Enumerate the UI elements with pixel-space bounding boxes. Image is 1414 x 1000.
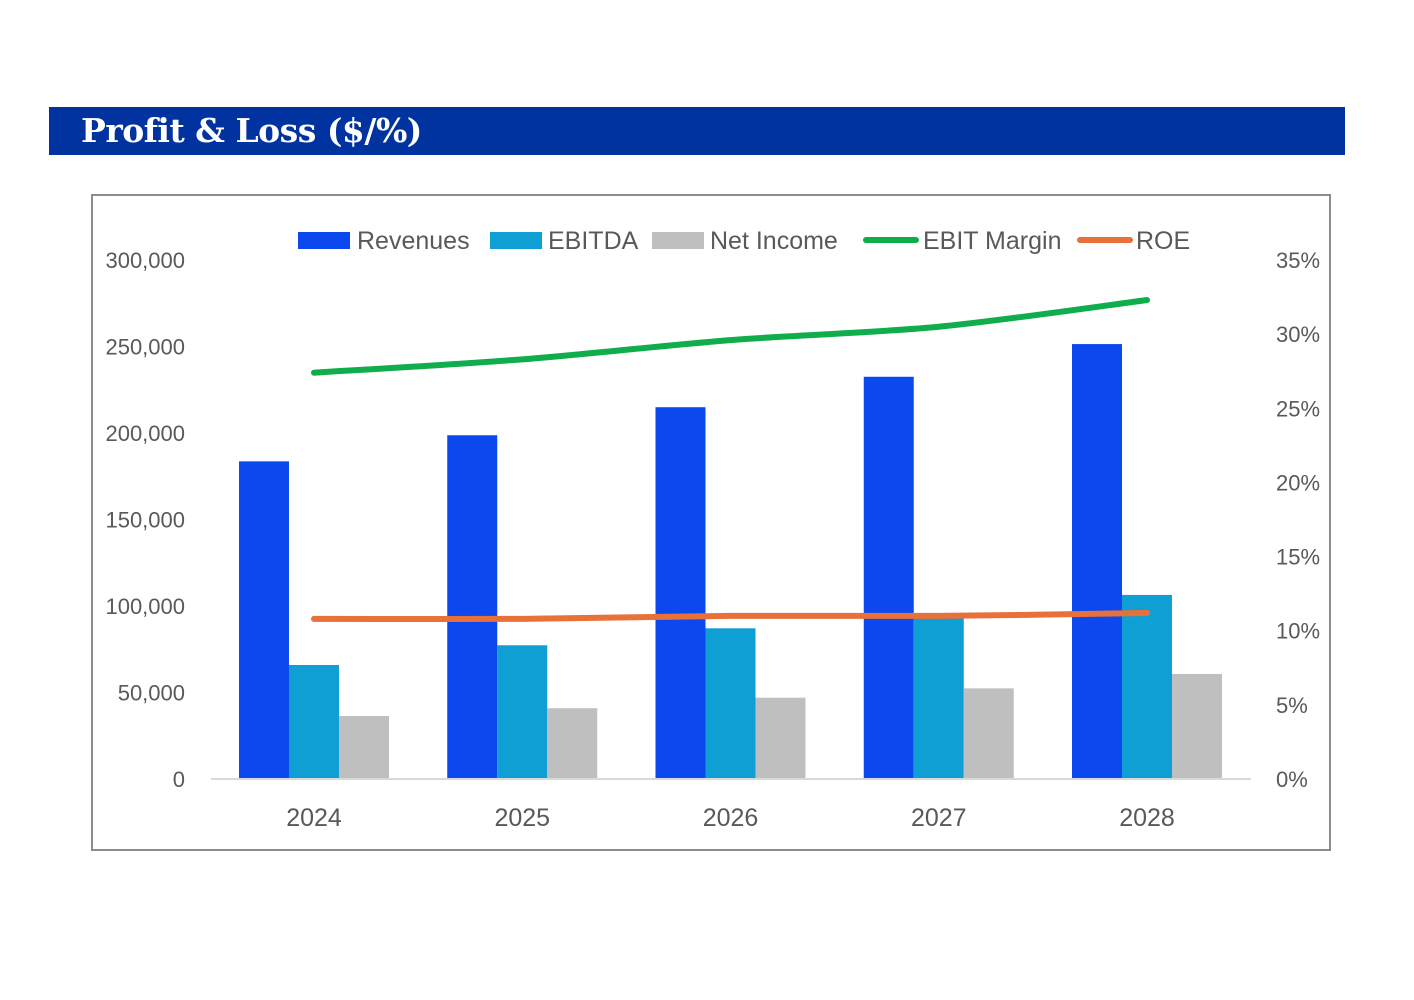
legend-swatch <box>490 232 542 249</box>
bar-revenues-2027 <box>863 376 914 779</box>
line-ebit-margin <box>311 297 1150 376</box>
left-y-tick-label: 300,000 <box>105 248 185 273</box>
x-axis: 2024 2025 2026 2027 2028 <box>286 804 1175 832</box>
left-y-tick-label: 200,000 <box>105 421 185 446</box>
legend-item-ebit-margin: EBIT Margin <box>863 227 1061 255</box>
right-y-tick-label: 30% <box>1276 322 1320 347</box>
bar-ebitda-2027 <box>913 615 964 779</box>
legend-label: EBIT Margin <box>923 227 1061 255</box>
right-y-tick-label: 15% <box>1276 545 1320 570</box>
bar-series-net-income <box>339 673 1222 779</box>
page-title: Profit & Loss ($/%) <box>81 111 422 150</box>
bar-net-income-2028 <box>1172 673 1222 779</box>
legend-swatch <box>652 232 704 249</box>
bar-net-income-2026 <box>755 697 806 779</box>
right-y-axis: 0% 5% 10% 15% 20% 25% 30% 35% <box>1276 248 1320 792</box>
bar-ebitda-2028 <box>1122 594 1172 779</box>
legend-item-ebitda: EBITDA <box>490 227 639 255</box>
left-y-tick-label: 50,000 <box>118 681 185 706</box>
legend-item-net-income: Net Income <box>652 227 838 255</box>
line-series <box>311 297 1150 623</box>
bar-revenues-2026 <box>655 407 706 779</box>
right-y-tick-label: 0% <box>1276 767 1308 792</box>
right-y-tick-label: 10% <box>1276 619 1320 644</box>
legend-item-roe: ROE <box>1077 227 1190 255</box>
header-bar: Profit & Loss ($/%) <box>49 107 1345 155</box>
bar-series <box>239 344 1222 779</box>
legend-label: Revenues <box>357 227 470 255</box>
bar-revenues-2028 <box>1072 344 1122 779</box>
bar-series-ebitda <box>289 594 1172 779</box>
right-y-tick-label: 35% <box>1276 248 1320 273</box>
legend-label: EBITDA <box>548 227 639 255</box>
legend-item-revenues: Revenues <box>298 227 470 255</box>
legend-swatch <box>298 232 350 249</box>
bar-net-income-2025 <box>547 708 598 779</box>
x-tick-label: 2028 <box>1119 804 1175 832</box>
x-tick-label: 2027 <box>911 804 967 832</box>
left-y-tick-label: 0 <box>173 767 185 792</box>
left-y-tick-label: 250,000 <box>105 335 185 360</box>
bar-ebitda-2026 <box>705 628 756 779</box>
bar-series-revenues <box>239 344 1122 779</box>
x-tick-label: 2026 <box>703 804 759 832</box>
bar-ebitda-2024 <box>289 664 339 779</box>
x-tick-label: 2025 <box>494 804 550 832</box>
right-y-tick-label: 5% <box>1276 693 1308 718</box>
left-y-tick-label: 150,000 <box>105 508 185 533</box>
right-y-tick-label: 25% <box>1276 396 1320 421</box>
chart-legend: Revenues EBITDA Net Income EBIT Margin ROE <box>298 227 1190 255</box>
bar-net-income-2024 <box>339 716 389 779</box>
x-tick-label: 2024 <box>286 804 342 832</box>
bar-ebitda-2025 <box>497 645 548 779</box>
legend-label: ROE <box>1136 227 1190 255</box>
bar-revenues-2024 <box>239 461 289 779</box>
left-y-tick-label: 100,000 <box>105 594 185 619</box>
left-y-axis: 0 50,000 100,000 150,000 200,000 250,000 300,0… <box>105 248 185 792</box>
bar-net-income-2027 <box>963 688 1014 779</box>
bar-revenues-2025 <box>447 435 498 779</box>
legend-label: Net Income <box>710 227 838 255</box>
right-y-tick-label: 20% <box>1276 470 1320 495</box>
